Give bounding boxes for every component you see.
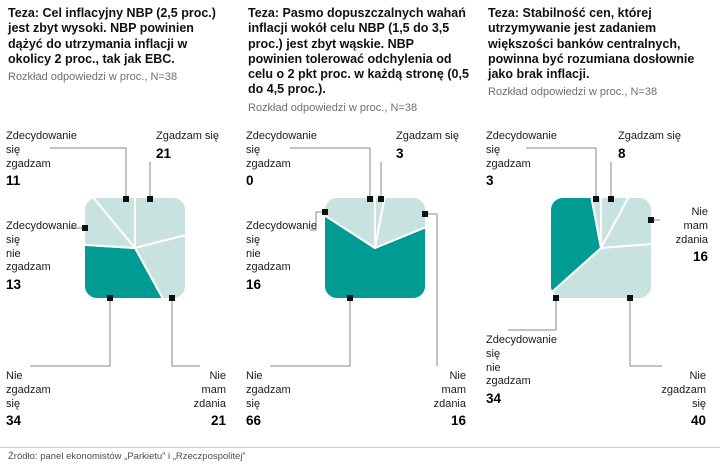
edge-marker (648, 217, 654, 223)
label-value: 16 (692, 249, 708, 265)
label-value: 3 (486, 173, 494, 189)
label-value: 11 (6, 173, 21, 189)
leader-line (425, 213, 438, 366)
pie-slice-zgadzam-sie (600, 198, 651, 249)
edge-marker (608, 196, 614, 202)
label-text: Zdecydowanie się nie zgadzam (6, 220, 77, 274)
pie-chart-2 (270, 147, 438, 367)
label-value: 34 (6, 413, 22, 429)
source-footer: Źródło: panel ekonomistów „Parkietu” i „… (0, 447, 720, 465)
label-zdecydowanie-sie-nie-zgadzam: Zdecydowanie się nie zgadzam 16 (246, 220, 326, 294)
edge-marker (367, 196, 373, 202)
leader-line (50, 147, 127, 198)
edge-marker (378, 196, 384, 202)
label-value: 3 (396, 145, 404, 161)
leader-line (508, 300, 557, 331)
label-value: 40 (690, 413, 706, 429)
label-value: 8 (618, 145, 626, 161)
panel-1-chart-area: Zdecydowanie się zgadzam 11 Zgadzam się … (0, 128, 236, 440)
label-text: Nie mam zdania (433, 370, 466, 410)
panel-3-subtitle: Rozkład odpowiedzi w proc., N=38 (488, 86, 658, 99)
label-text: Nie zgadzam się (6, 370, 51, 410)
label-text: Nie mam zdania (193, 370, 226, 410)
label-value: 66 (246, 413, 262, 429)
chart-panels: Teza: Cel inflacyjny NBP (2,5 proc.) jes… (0, 0, 720, 447)
panel-1-subtitle: Rozkład odpowiedzi w proc., N=38 (8, 71, 178, 83)
label-nie-mam-zdania: Nie mam zdania 16 (434, 370, 466, 430)
edge-marker (347, 295, 353, 301)
edge-marker (169, 295, 175, 301)
label-value: 21 (156, 145, 172, 161)
label-text: Zdecydowanie się nie zgadzam (486, 334, 557, 388)
pie-slice-nie-mam-zdania (134, 217, 185, 298)
panel-2-subtitle: Rozkład odpowiedzi w proc., N=38 (248, 101, 418, 114)
label-text: Nie zgadzam się (246, 370, 291, 410)
chart-panel-2: Teza: Pasmo dopuszczalnych wahań inflacj… (240, 0, 480, 447)
pie-slice-nie-zgadzam-sie (85, 239, 185, 298)
label-text: Nie zgadzam się (661, 370, 706, 410)
label-value: 0 (246, 173, 254, 189)
pie-slice-nie-zgadzam-sie (325, 198, 425, 298)
edge-marker (322, 209, 328, 215)
label-text: Zdecydowanie się nie zgadzam (246, 220, 317, 274)
leader-line (171, 300, 200, 367)
label-nie-zgadzam-sie: Nie zgadzam się 66 (246, 370, 291, 430)
panel-2-title: Teza: Pasmo dopuszczalnych wahań inflacj… (248, 6, 469, 97)
label-value: 21 (210, 413, 226, 429)
panel-2-chart-area: Zdecydowanie się zgadzam 0 Zgadzam się 3… (240, 128, 476, 440)
pie-slice-nie-mam-zdania (374, 198, 425, 249)
label-zdecydowanie-sie-nie-zgadzam: Zdecydowanie się nie zgadzam 13 (6, 220, 86, 294)
edge-marker (147, 196, 153, 202)
edge-marker (627, 295, 633, 301)
label-nie-zgadzam-sie: Nie zgadzam się 40 (661, 370, 706, 430)
label-text: Zgadzam się (156, 130, 219, 142)
label-zdecydowanie-sie-nie-zgadzam: Zdecydowanie się nie zgadzam 34 (486, 334, 578, 408)
edge-marker (123, 196, 129, 202)
edge-marker (107, 295, 113, 301)
pie-slice-zdecydowanie-sie-zgadzam (85, 198, 136, 249)
label-zdecydowanie-sie-zgadzam: Zdecydowanie się zgadzam 0 (246, 130, 338, 190)
label-text: Zgadzam się (396, 130, 459, 142)
leader-line (30, 300, 111, 367)
leader-line (290, 147, 371, 198)
label-nie-mam-zdania: Nie mam zdania 21 (194, 370, 226, 430)
label-value: 34 (486, 391, 502, 406)
pie-slice-nie-mam-zdania (600, 198, 651, 249)
panel-3-chart-area: Zdecydowanie się zgadzam 3 Zgadzam się 8… (480, 128, 716, 440)
label-text: Zdecydowanie się zgadzam (6, 130, 77, 170)
label-text: Zdecydowanie się zgadzam (246, 130, 317, 170)
leader-line (526, 147, 597, 198)
label-nie-zgadzam-sie: Nie zgadzam się 34 (6, 370, 51, 430)
label-text: Zdecydowanie się zgadzam (486, 130, 557, 170)
label-nie-mam-zdania: Nie mam zdania 16 (676, 206, 708, 266)
chart-panel-1: Teza: Cel inflacyjny NBP (2,5 proc.) jes… (0, 0, 240, 447)
label-value: 13 (6, 277, 22, 292)
label-zgadzam-sie: Zgadzam się 8 (618, 130, 681, 163)
pie-slice-zdecydowanie-sie-nie-zgadzam (85, 198, 136, 249)
leader-line (629, 300, 662, 367)
pie-chart-1 (30, 147, 200, 367)
label-value: 16 (450, 413, 466, 429)
pie-chart-3 (508, 147, 662, 367)
label-zdecydowanie-sie-zgadzam: Zdecydowanie się zgadzam 11 (6, 130, 98, 190)
chart-panel-3: Teza: Stabilność cen, której utrzymywani… (480, 0, 720, 447)
edge-marker (553, 295, 559, 301)
edge-marker (593, 196, 599, 202)
label-text: Nie mam zdania (675, 206, 708, 246)
pie-slice-zgadzam-sie (134, 198, 185, 249)
panel-3-title: Teza: Stabilność cen, której utrzymywani… (488, 6, 695, 81)
label-zgadzam-sie: Zgadzam się 21 (156, 130, 219, 163)
edge-marker (422, 211, 428, 217)
label-value: 16 (246, 277, 262, 292)
edge-marker (82, 225, 88, 231)
label-text: Zgadzam się (618, 130, 681, 142)
pie-slice-zdecydowanie-sie-nie-zgadzam (325, 198, 376, 249)
label-zgadzam-sie: Zgadzam się 3 (396, 130, 459, 163)
leader-line (270, 300, 351, 367)
label-zdecydowanie-sie-zgadzam: Zdecydowanie się zgadzam 3 (486, 130, 578, 190)
leader-line (310, 211, 325, 231)
pie-slice-zdecydowanie-sie-zgadzam (577, 198, 602, 249)
panel-1-title: Teza: Cel inflacyjny NBP (2,5 proc.) jes… (8, 6, 216, 66)
